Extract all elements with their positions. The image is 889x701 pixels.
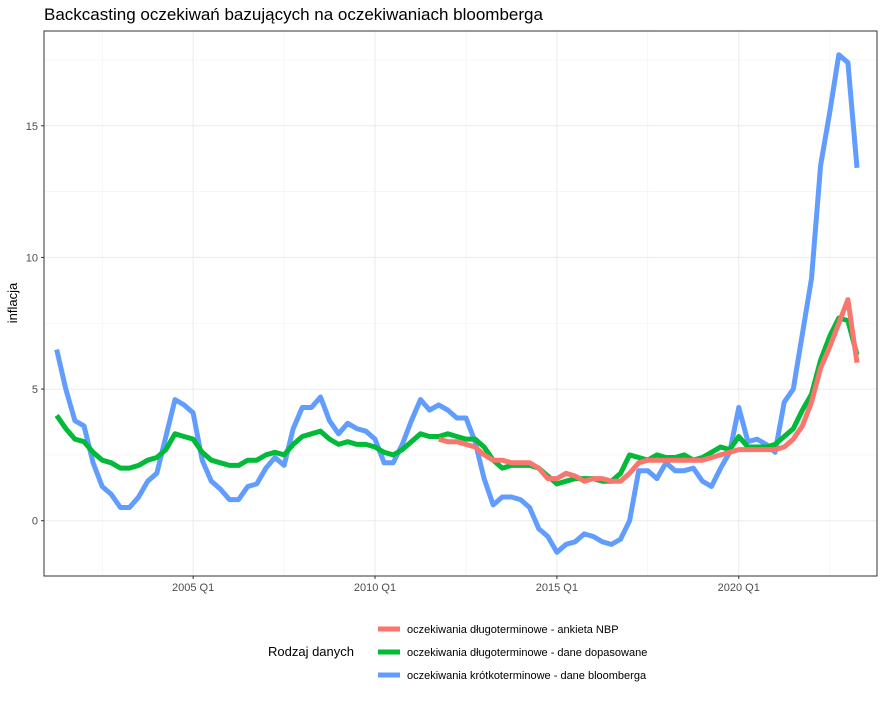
panel-border <box>43 30 878 577</box>
x-axis-ticks: 2005 Q1 2010 Q1 2015 Q1 2020 Q1 <box>172 576 760 594</box>
legend: Rodzaj danych oczekiwania długoterminowe… <box>268 624 647 682</box>
series-line-1 <box>438 297 860 484</box>
x-tick-label: 2020 Q1 <box>718 582 760 594</box>
y-tick-label: 5 <box>32 384 38 396</box>
y-tick-label: 10 <box>26 252 38 264</box>
series-layer <box>54 52 860 555</box>
chart-title: Backcasting oczekiwań bazujących na ocze… <box>44 5 543 24</box>
grid-minor <box>44 31 877 576</box>
legend-items: oczekiwania długoterminowe - ankieta NBP… <box>378 624 647 682</box>
series-line-2 <box>54 315 860 487</box>
legend-label-2: oczekiwania długoterminowe - dane dopaso… <box>407 647 647 659</box>
y-tick-label: 15 <box>26 121 38 133</box>
x-tick-label: 2010 Q1 <box>354 582 396 594</box>
y-axis-ticks: 0 5 10 15 <box>26 121 44 528</box>
legend-label-3: oczekiwania krótkoterminowe - dane bloom… <box>407 670 647 682</box>
plot-panel <box>43 30 878 577</box>
grid-major <box>44 31 877 576</box>
legend-label-1: oczekiwania długoterminowe - ankieta NBP <box>407 624 619 636</box>
series-line-3 <box>54 52 860 555</box>
y-tick-label: 0 <box>32 516 38 528</box>
legend-title: Rodzaj danych <box>268 644 354 659</box>
x-tick-label: 2015 Q1 <box>536 582 578 594</box>
y-axis-title: inflacja <box>5 282 20 323</box>
x-tick-label: 2005 Q1 <box>172 582 214 594</box>
